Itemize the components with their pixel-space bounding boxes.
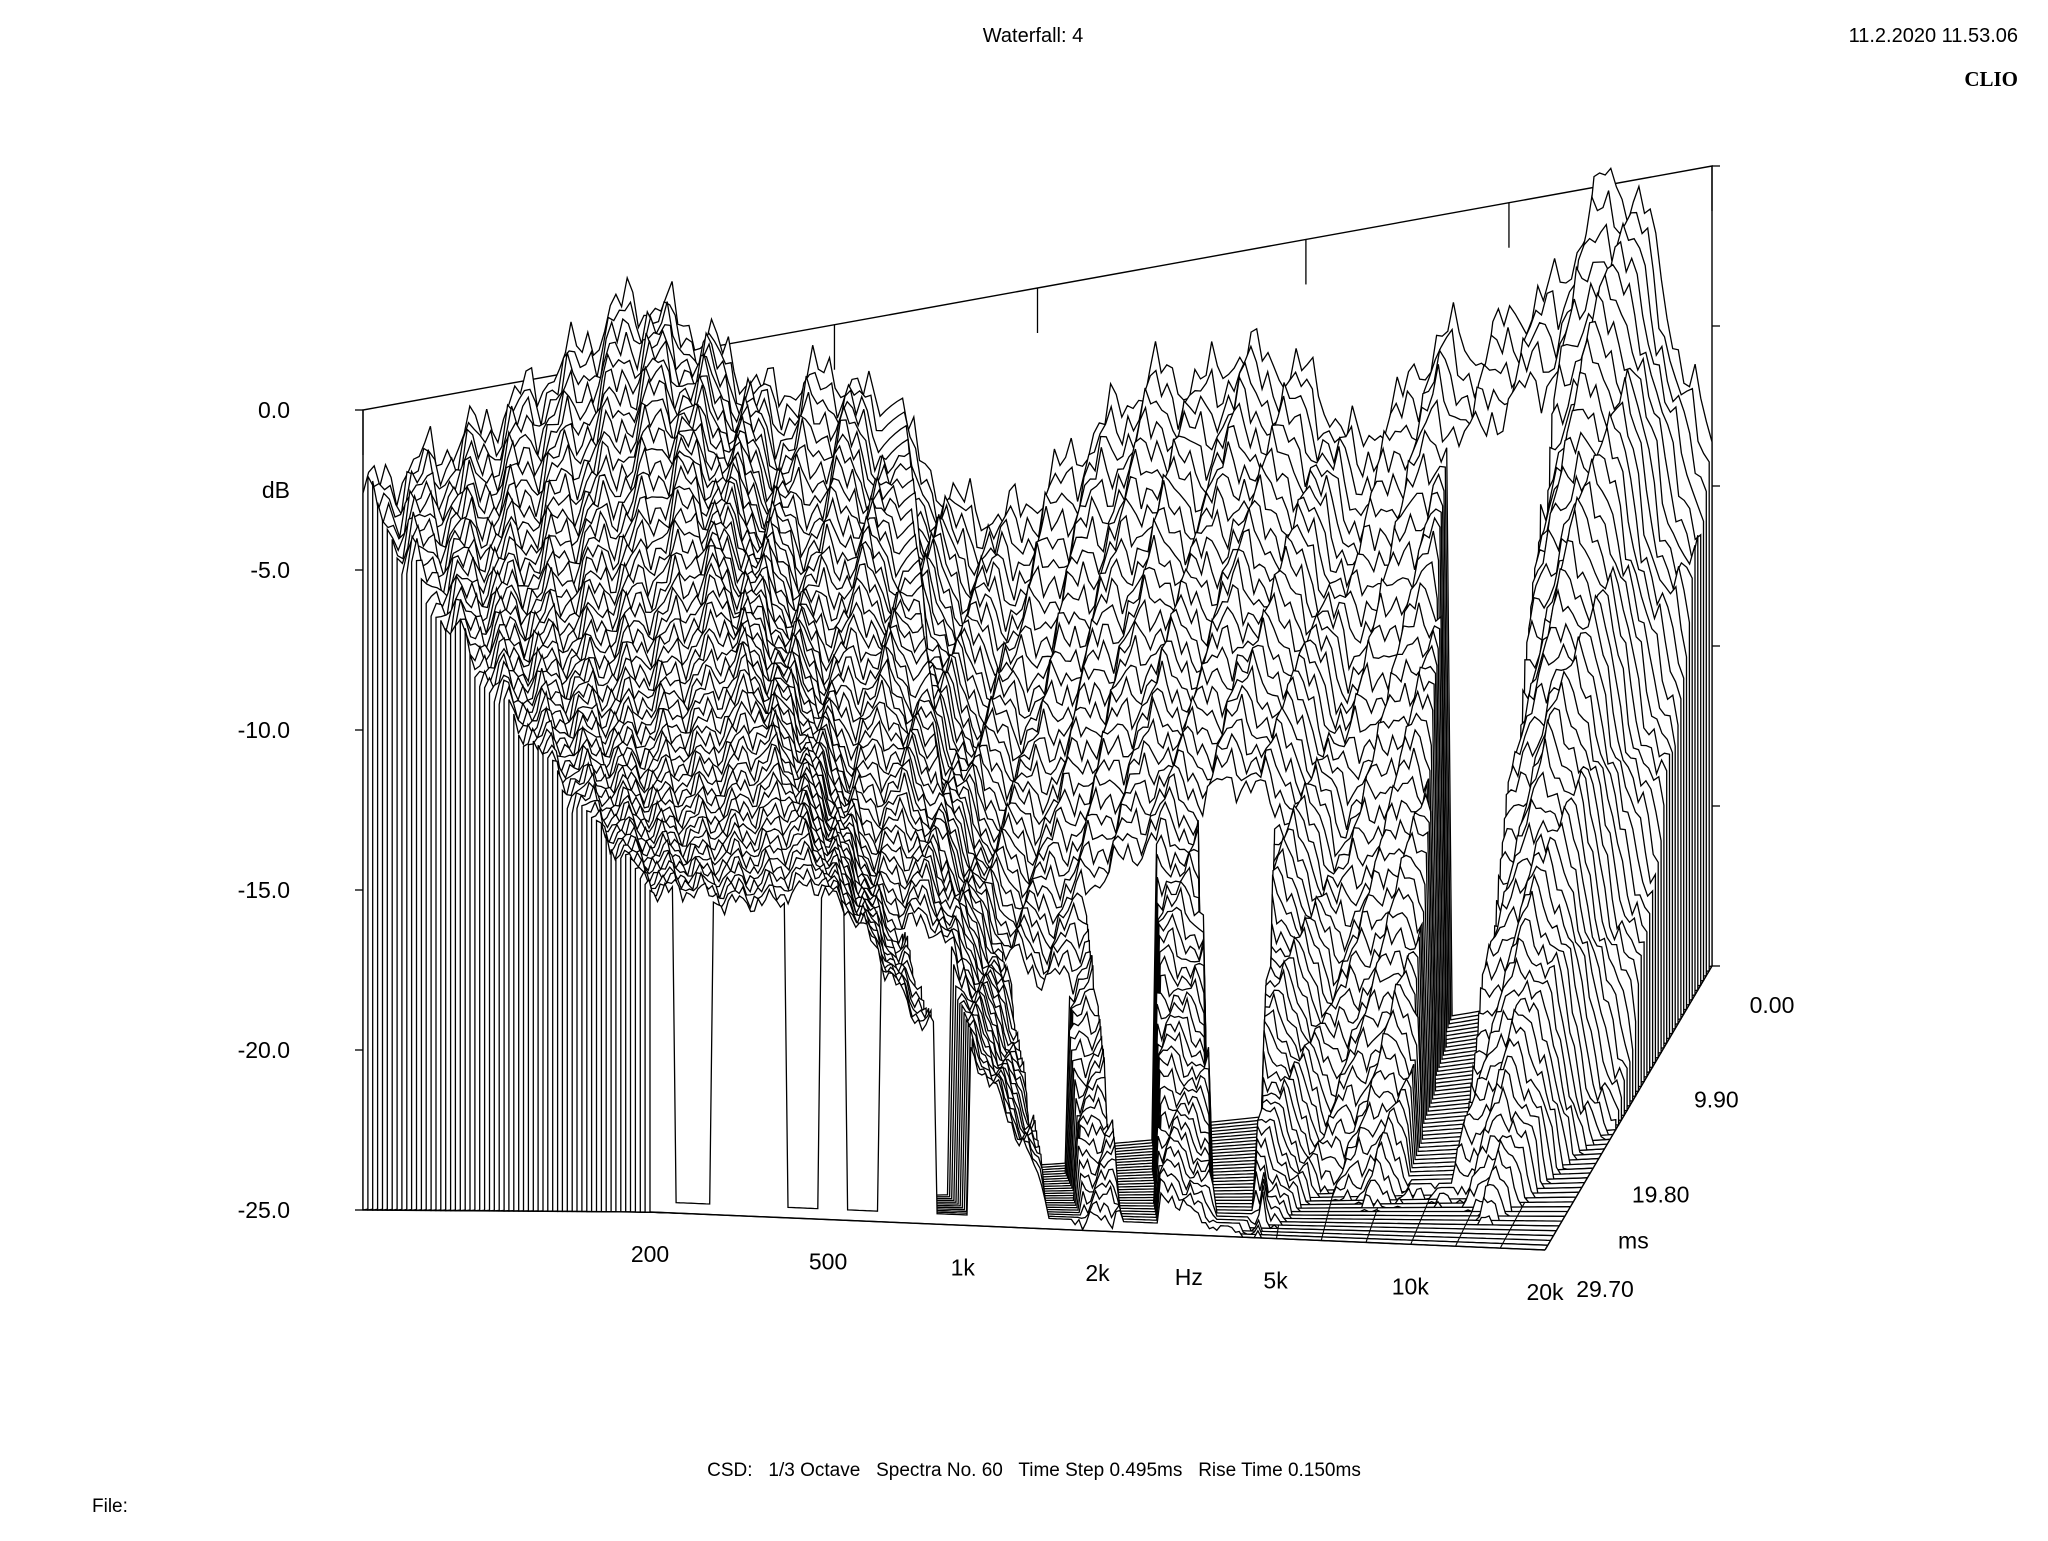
front-frequency-axis [649,1211,1546,1251]
y-tick-label: -5.0 [250,557,290,583]
spectra-traces [362,166,1713,1251]
spectrum-trace-59 [644,877,1548,1246]
csd-summary: CSD: 1/3 Octave Spectra No. 60 Time Step… [707,1460,1361,1481]
time-axis [1544,965,1713,1251]
x-axis-label: Hz [1175,1264,1203,1290]
z-tick-label: 29.70 [1576,1276,1634,1302]
y-tick-label: 0.0 [258,397,290,423]
y-tick-label: -10.0 [238,717,290,743]
z-tick-label: 0.00 [1750,992,1795,1018]
z-axis-label: ms [1618,1228,1649,1254]
x-tick-label: 5k [1263,1268,1288,1294]
axis-labels: 0.0 -5.0 -10.0 -15.0 -20.0 -25.0 dB 200 500 1k 2k 5… [238,397,1795,1305]
x-tick-label: 10k [1392,1273,1430,1299]
y-axis-label: dB [262,477,290,503]
x-tick-label: 1k [951,1254,976,1280]
y-tick-label: -25.0 [238,1197,290,1223]
x-tick-label: 500 [809,1249,847,1275]
file-label: File: [92,1496,128,1517]
z-tick-label: 19.80 [1632,1181,1690,1207]
y-tick-label: -20.0 [238,1037,290,1063]
timestamp: 11.2.2020 11.53.06 [1849,25,2018,47]
x-tick-label: 200 [631,1241,669,1267]
x-tick-label: 2k [1085,1260,1110,1286]
front-axes [362,965,1713,1251]
y-tick-label: -15.0 [238,877,290,903]
x-tick-label: 20k [1526,1279,1564,1305]
z-tick-label: 9.90 [1694,1087,1739,1113]
clio-logo: CLIO [1964,67,2018,91]
chart-title: Waterfall: 4 [983,25,1083,47]
left-depth-edge [362,1209,651,1213]
